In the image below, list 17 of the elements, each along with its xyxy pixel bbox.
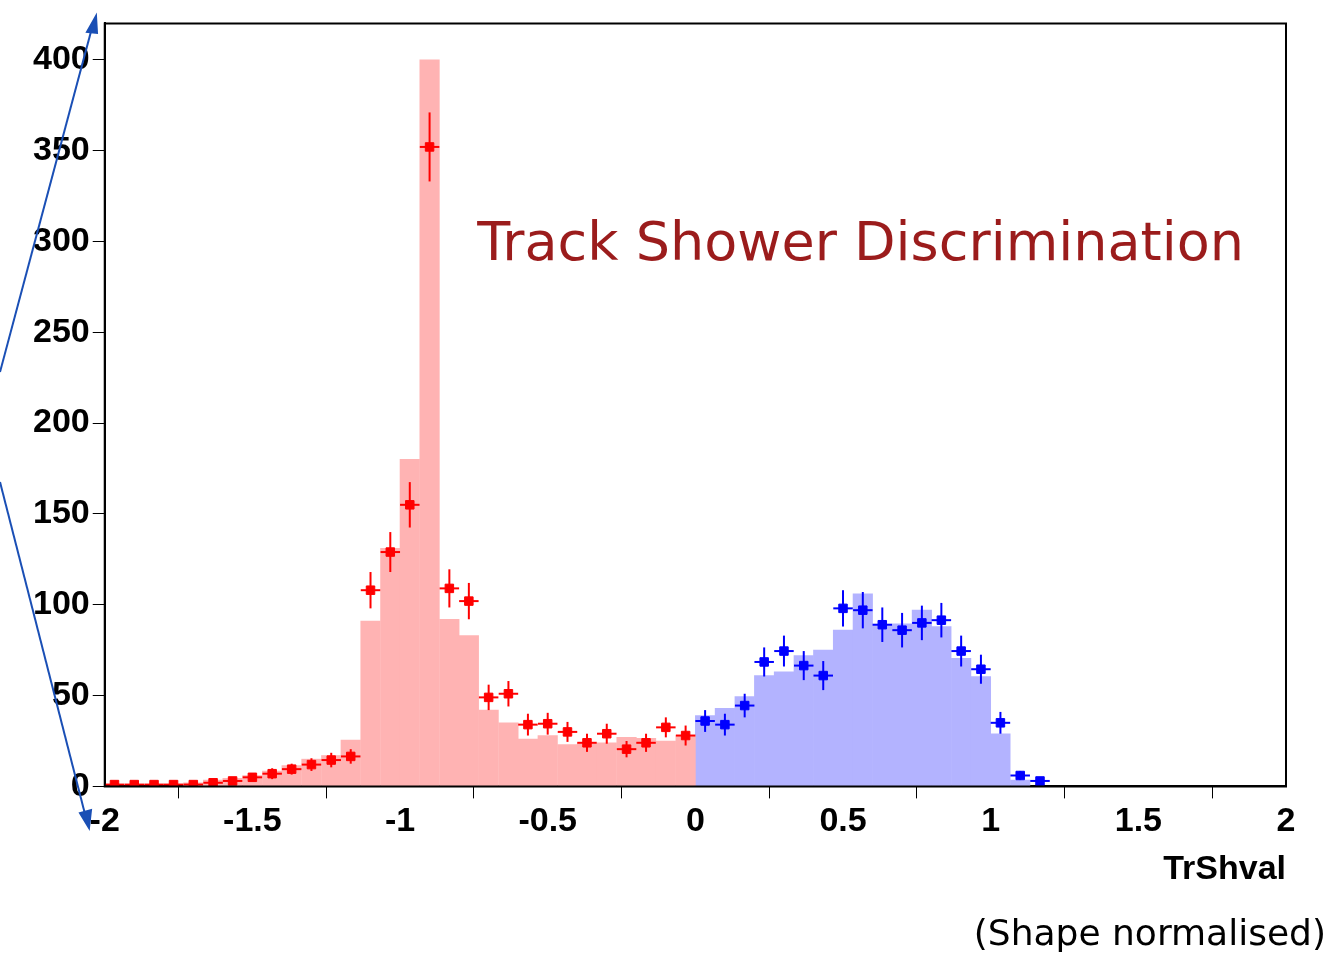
x-tick-label: -2	[89, 800, 120, 839]
y-tick-label: 300	[32, 219, 90, 258]
x-tick-label: 1.5	[1114, 800, 1162, 839]
x-tick-label: 0	[685, 800, 705, 839]
x-axis-title: TrShval	[1163, 847, 1286, 886]
y-tick-label: 100	[32, 583, 90, 622]
y-tick-label: 200	[32, 401, 90, 440]
x-tick-label: -1.5	[223, 800, 282, 839]
y-tick-label: 150	[32, 492, 90, 531]
x-tick-label: 2	[1276, 800, 1296, 839]
y-tick-label: 250	[32, 310, 90, 349]
text: Track Shower Discrimination	[476, 210, 1244, 274]
text: (Shape normalised)	[973, 912, 1326, 953]
x-tick-label: -0.5	[518, 800, 577, 839]
x-tick-label: 1	[981, 800, 1001, 839]
x-tick-label: 0.5	[819, 800, 867, 839]
x-tick-label: -1	[384, 800, 416, 839]
